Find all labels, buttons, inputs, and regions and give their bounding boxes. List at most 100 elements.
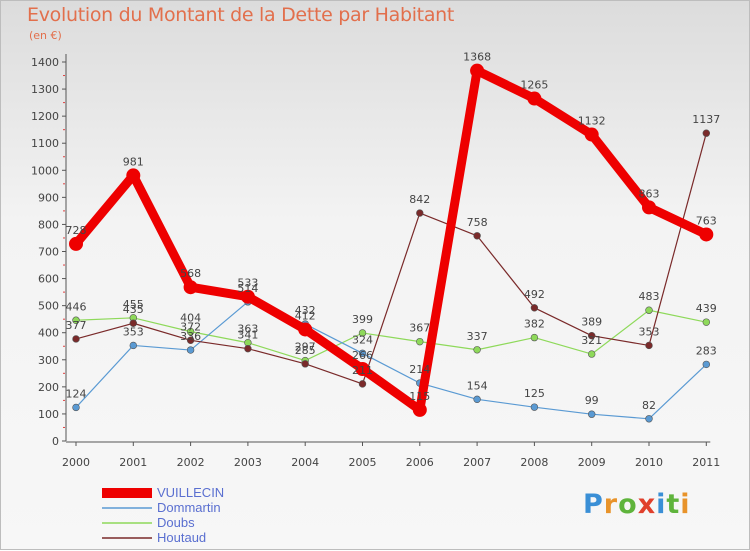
data-point-vuillecin: [183, 280, 198, 295]
x-tick-label: 2011: [692, 456, 720, 469]
y-tick-label: 1000: [31, 164, 59, 177]
data-label-dommartin: 353: [123, 325, 144, 338]
data-label-houtaud: 285: [295, 344, 316, 357]
y-tick-label: 1300: [31, 83, 59, 96]
y-tick-label: 600: [38, 273, 59, 286]
data-point-vuillecin: [240, 289, 255, 304]
data-point-vuillecin: [412, 402, 427, 417]
data-point-houtaud: [186, 336, 195, 344]
y-tick-label: 700: [38, 246, 59, 259]
data-label-vuillecin: 728: [66, 224, 87, 237]
x-tick-label: 2003: [234, 456, 262, 469]
data-point-houtaud: [587, 331, 596, 340]
data-point-vuillecin: [69, 236, 83, 251]
legend-label-vuillecin: VUILLECIN: [157, 485, 225, 500]
data-label-houtaud: 435: [123, 303, 144, 316]
data-point-doubs: [587, 350, 596, 358]
data-point-vuillecin: [126, 168, 141, 183]
data-point-houtaud: [645, 341, 653, 350]
data-label-dommartin: 82: [642, 399, 656, 412]
data-label-vuillecin: 266: [352, 349, 373, 362]
data-label-houtaud: 353: [639, 325, 660, 338]
series-line-dommartin: [75, 301, 707, 420]
legend-swatch-houtaud: [102, 536, 152, 539]
data-label-doubs: 382: [524, 318, 545, 331]
data-point-doubs: [358, 329, 367, 337]
data-point-doubs: [645, 306, 653, 314]
x-tick-label: 2008: [520, 456, 548, 469]
data-label-dommartin: 324: [352, 333, 373, 346]
data-point-vuillecin: [584, 127, 599, 142]
legend-label-dommartin: Dommartin: [157, 500, 221, 515]
data-label-doubs: 367: [409, 322, 430, 335]
data-point-vuillecin: [527, 91, 542, 106]
data-point-houtaud: [358, 380, 367, 388]
data-label-vuillecin: 981: [123, 155, 144, 168]
data-point-dommartin: [129, 341, 138, 350]
chart-title: Evolution du Montant de la Dette par Hab…: [27, 4, 455, 26]
data-point-vuillecin: [470, 63, 485, 78]
legend-swatch-dommartin: [102, 506, 152, 509]
x-tick-label: 2000: [62, 456, 90, 469]
data-point-houtaud: [416, 209, 424, 217]
data-point-doubs: [416, 337, 424, 346]
data-label-doubs: 363: [237, 323, 258, 336]
data-point-houtaud: [473, 232, 481, 240]
series-layer: [69, 63, 714, 423]
data-label-dommartin: 214: [409, 363, 430, 376]
series-line-vuillecin: [71, 66, 711, 415]
data-point-houtaud: [72, 335, 80, 343]
legend-swatch-doubs: [102, 521, 152, 524]
x-tick-label: 2002: [177, 456, 205, 469]
data-point-dommartin: [186, 346, 195, 354]
data-point-dommartin: [358, 349, 367, 357]
legend-label-houtaud: Houtaud: [157, 530, 207, 545]
chart-subtitle: (en €): [29, 29, 62, 42]
data-labels-layer: 446 455 404 363 297 399 367 337 382 321 483 439 124 3…: [66, 51, 721, 412]
data-label-dommartin: 99: [585, 394, 599, 407]
data-label-vuillecin: 1368: [463, 51, 491, 64]
logo-letter: r: [603, 489, 619, 520]
legend-item-houtaud: Houtaud: [101, 530, 224, 545]
data-label-doubs: 483: [639, 290, 660, 303]
y-tick-label: 800: [38, 218, 59, 231]
y-tick-label: 0: [52, 435, 59, 448]
data-label-houtaud: 372: [180, 320, 201, 333]
data-label-doubs: 439: [696, 302, 717, 315]
y-tick-label: 900: [38, 191, 59, 204]
data-label-houtaud: 492: [524, 288, 545, 301]
logo-letter: i: [656, 489, 667, 520]
logo-letter: o: [618, 489, 638, 520]
data-label-doubs: 321: [581, 334, 602, 347]
data-label-houtaud: 341: [237, 329, 258, 342]
data-point-dommartin: [587, 410, 596, 418]
data-point-doubs: [72, 316, 80, 324]
data-label-dommartin: 336: [180, 330, 201, 343]
data-label-dommartin: 125: [524, 387, 545, 400]
data-point-doubs: [473, 346, 481, 354]
logo-letter: P: [583, 489, 604, 520]
data-point-dommartin: [645, 415, 653, 423]
data-label-vuillecin: 1132: [578, 115, 606, 128]
data-point-vuillecin: [699, 227, 714, 242]
data-point-dommartin: [530, 403, 539, 411]
x-tick-label: 2001: [119, 456, 147, 469]
x-tick-label: 2004: [291, 456, 319, 469]
y-tick-label: 1400: [31, 56, 59, 69]
data-label-vuillecin: 763: [696, 214, 717, 227]
axes: 0 100 200 300 400 500 600 700 800 900 1000 1100 1200…: [31, 54, 720, 469]
data-label-doubs: 399: [352, 313, 373, 326]
data-label-dommartin: 154: [467, 379, 488, 392]
x-tick-label: 2007: [463, 456, 491, 469]
x-tick-label: 2005: [349, 456, 377, 469]
legend-item-doubs: Doubs: [101, 515, 224, 530]
data-point-doubs: [530, 333, 539, 342]
legend: VUILLECIN Dommartin Doubs Houtaud: [101, 485, 224, 545]
logo-letter: t: [666, 489, 681, 520]
data-point-doubs: [702, 318, 710, 326]
y-tick-label: 1100: [31, 137, 59, 150]
logo-letter: x: [637, 489, 657, 520]
data-label-houtaud: 758: [467, 216, 488, 229]
